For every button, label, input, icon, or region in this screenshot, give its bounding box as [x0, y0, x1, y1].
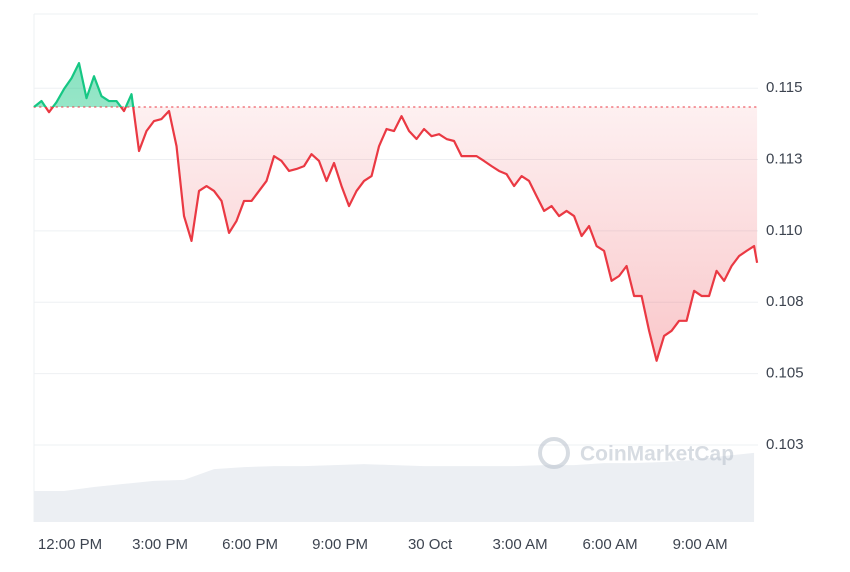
y-tick-label: 0.103 — [766, 436, 804, 453]
watermark-logo — [538, 437, 570, 469]
watermark-text: CoinMarketCap — [580, 443, 734, 466]
x-tick-label: 3:00 PM — [132, 536, 188, 553]
area-up — [34, 63, 758, 108]
y-tick-label: 0.105 — [766, 365, 804, 382]
x-tick-label: 30 Oct — [408, 536, 453, 553]
area-down — [45, 107, 758, 361]
x-tick-label: 6:00 AM — [583, 536, 638, 553]
y-tick-label: 0.113 — [766, 151, 802, 168]
x-tick-label: 9:00 AM — [673, 536, 728, 553]
price-line-down — [34, 107, 759, 362]
y-tick-label: 0.108 — [766, 293, 804, 310]
volume-area — [34, 452, 755, 522]
x-tick-label: 9:00 PM — [312, 536, 368, 553]
x-tick-label: 6:00 PM — [222, 536, 278, 553]
x-tick-label: 12:00 PM — [38, 536, 102, 553]
x-tick-label: 3:00 AM — [493, 536, 548, 553]
y-tick-label: 0.110 — [766, 222, 802, 239]
y-tick-label: 0.115 — [766, 79, 802, 96]
watermark: CoinMarketCap — [538, 437, 734, 469]
